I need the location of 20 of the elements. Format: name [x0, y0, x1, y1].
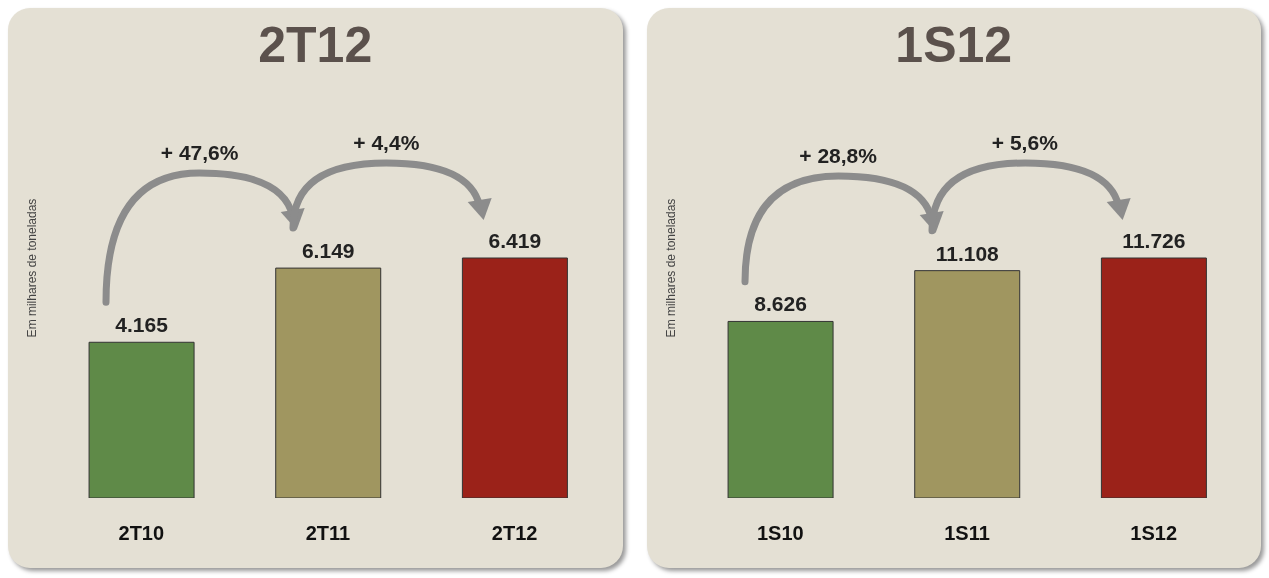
x-tick-label: 1S10: [756, 522, 804, 545]
text: + 28,8%: [798, 143, 878, 168]
text: + 5,6%: [990, 131, 1059, 155]
data-label: 11.726: [1121, 229, 1185, 252]
x-tick-label: 1S11: [943, 522, 990, 545]
chart-title: 1S12: [894, 16, 1014, 74]
data-label: 4.165: [115, 313, 169, 337]
data-label: 11.108: [935, 241, 999, 265]
x-tick-label: 2T12: [491, 522, 538, 545]
x-tick-label: 2T11: [305, 522, 351, 545]
y-axis-title: Em milhares de toneladas: [663, 198, 678, 338]
chart-title: 2T12: [257, 16, 374, 74]
data-label: 6.419: [488, 229, 542, 252]
text: + 4,4%: [352, 131, 421, 155]
data-label: 8.626: [753, 292, 807, 316]
y-axis-title: Em milhares de toneladas: [25, 198, 39, 338]
x-tick-label: 1S12: [1129, 522, 1177, 545]
x-tick-label: 2T10: [118, 522, 165, 545]
text: + 47,6%: [159, 141, 240, 166]
data-label: 6.149: [301, 239, 355, 263]
